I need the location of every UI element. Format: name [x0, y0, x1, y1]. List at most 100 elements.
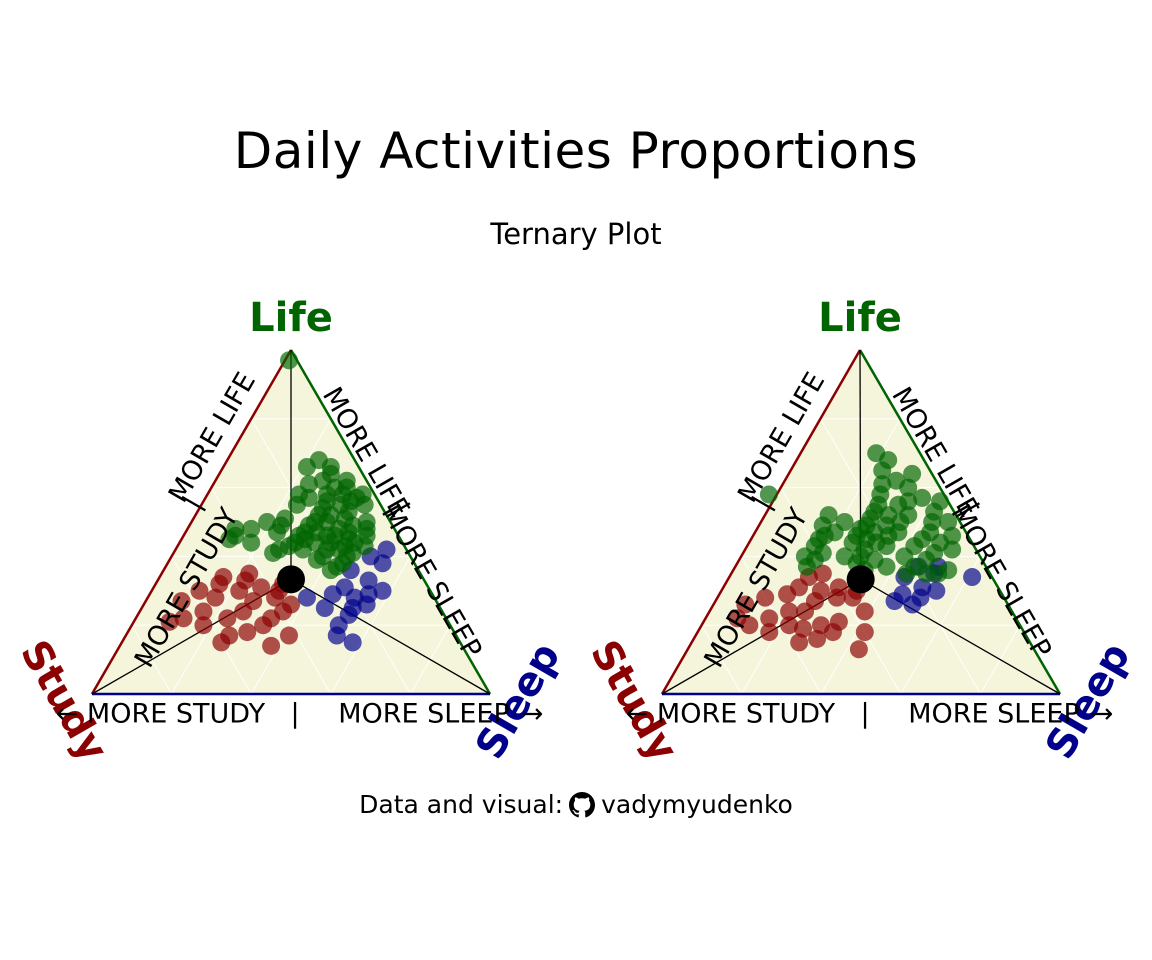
point-life — [313, 471, 332, 490]
point-life — [897, 564, 916, 583]
point-study — [756, 588, 775, 607]
chart-title: Daily Activities Proportions — [233, 122, 919, 180]
arrow-left-glyph: ← — [626, 699, 649, 730]
caption-prefix: Data and visual: — [359, 790, 564, 819]
point-life — [939, 513, 958, 531]
point-study — [728, 609, 747, 628]
point-study — [252, 578, 271, 597]
point-study — [280, 626, 299, 645]
point-life — [321, 561, 340, 580]
point-sleep — [357, 595, 376, 614]
point-life — [943, 540, 962, 559]
point-life — [337, 471, 356, 490]
point-life — [917, 564, 936, 583]
point-life — [280, 351, 299, 370]
point-life — [220, 530, 239, 549]
point-study — [813, 564, 832, 583]
center-point — [277, 565, 305, 594]
point-study — [218, 609, 237, 628]
point-study — [172, 592, 191, 611]
point-study — [760, 609, 779, 628]
point-life — [242, 519, 261, 538]
point-study — [778, 585, 797, 604]
point-sleep — [903, 595, 922, 614]
center-point — [846, 565, 875, 594]
point-life — [877, 557, 896, 576]
point-life — [835, 513, 854, 531]
point-life — [943, 526, 962, 545]
point-study — [736, 595, 755, 614]
point-life — [353, 485, 372, 504]
point-life — [903, 464, 922, 483]
arrow-left-glyph: ← — [56, 699, 79, 730]
point-life — [307, 550, 326, 569]
arrow-divider-bottom: | — [290, 699, 299, 730]
point-sleep — [373, 581, 392, 600]
point-life — [258, 513, 277, 531]
point-study — [780, 616, 799, 635]
point-sleep — [359, 571, 378, 590]
point-sleep — [315, 599, 334, 617]
point-life — [857, 530, 876, 549]
point-sleep — [927, 581, 946, 600]
point-life — [299, 475, 318, 494]
point-life — [242, 533, 261, 552]
arrow-right-glyph: → — [1091, 699, 1114, 730]
point-study — [262, 636, 281, 655]
point-sleep — [335, 578, 354, 597]
point-life — [913, 488, 932, 507]
point-study — [760, 623, 779, 642]
point-study — [855, 623, 874, 642]
point-life — [819, 506, 838, 525]
arrow-divider-bottom: | — [860, 699, 869, 730]
edge-study-life — [90, 349, 293, 695]
point-study — [194, 602, 213, 621]
spoke-sleep — [290, 578, 491, 695]
arrow-more-sleep-bottom: MORE SLEEP — [908, 699, 1080, 730]
point-study — [849, 640, 868, 659]
point-sleep — [343, 633, 362, 652]
arrow-right-glyph: → — [521, 699, 544, 730]
point-study — [174, 609, 193, 628]
point-sleep — [963, 568, 982, 587]
point-life — [867, 444, 886, 463]
vertex-label-life: Life — [249, 295, 333, 341]
point-study — [855, 602, 874, 621]
spoke-study — [661, 578, 861, 695]
point-study — [240, 564, 259, 583]
point-sleep — [885, 592, 904, 611]
point-life — [759, 485, 778, 504]
point-sleep — [327, 626, 346, 645]
point-life — [276, 509, 295, 528]
point-study — [808, 629, 827, 648]
edge-life-sleep — [858, 349, 1062, 695]
point-study — [206, 588, 225, 607]
arrow-more-study-bottom: MORE STUDY — [657, 699, 836, 730]
point-study — [238, 623, 257, 642]
point-study — [160, 612, 179, 631]
vertex-label-life: Life — [818, 295, 902, 341]
point-study — [190, 581, 209, 600]
github-icon — [569, 791, 596, 817]
point-life — [815, 526, 834, 545]
point-study — [811, 581, 830, 600]
edge-life-sleep — [289, 349, 492, 695]
caption-handle: vadymyudenko — [601, 790, 793, 819]
point-life — [357, 519, 376, 538]
edge-study-life — [660, 349, 862, 695]
point-study — [812, 616, 830, 635]
arrow-more-sleep-bottom: MORE SLEEP — [338, 699, 510, 730]
point-study — [790, 633, 809, 652]
point-study — [794, 619, 813, 638]
point-study — [244, 592, 263, 611]
arrow-more-study-bottom: MORE STUDY — [87, 699, 266, 730]
point-life — [297, 457, 316, 476]
point-life — [299, 488, 318, 507]
point-study — [829, 578, 848, 597]
point-study — [282, 595, 300, 614]
point-study — [212, 633, 231, 652]
point-life — [887, 471, 906, 490]
